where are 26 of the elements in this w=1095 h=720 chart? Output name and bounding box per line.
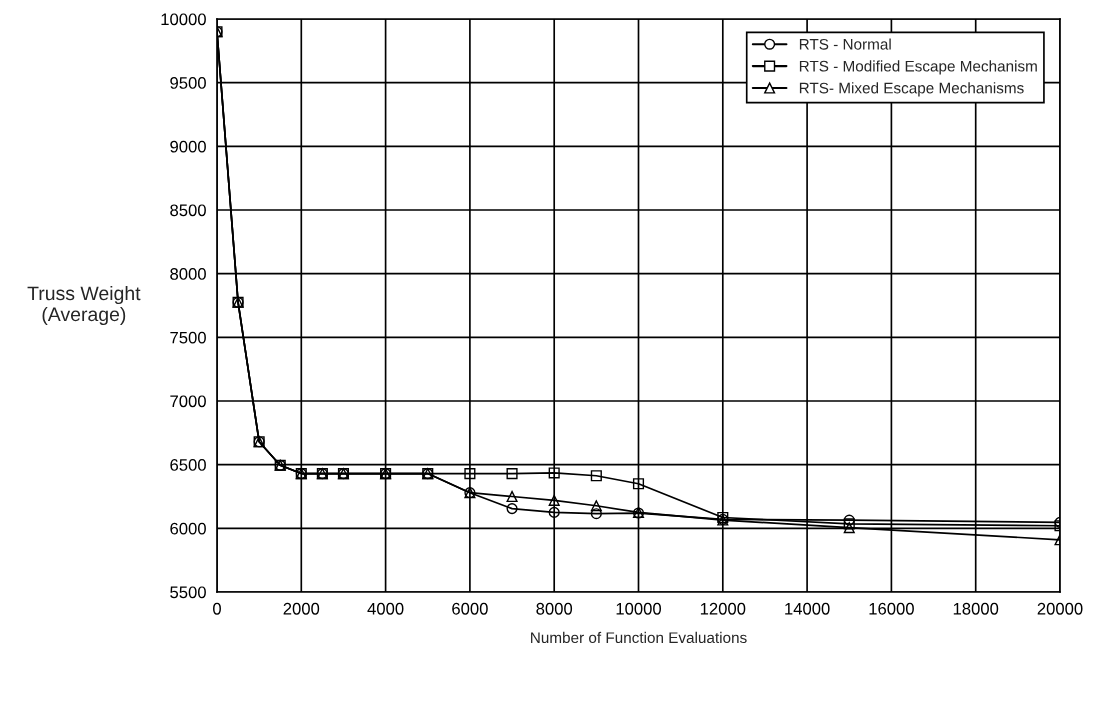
legend-label: RTS- Mixed Escape Mechanisms	[799, 82, 1024, 97]
x-tick-label: 4000	[367, 602, 404, 615]
y-tick-label: 8500	[170, 204, 206, 217]
x-tick-label: 16000	[869, 602, 914, 615]
legend-label: RTS - Modified Escape Mechanism	[799, 60, 1037, 75]
y-tick-label: 8000	[170, 268, 206, 280]
x-tick-label: 18000	[953, 602, 999, 615]
y-tick-label: 10000	[161, 13, 206, 26]
x-tick-label: 12000	[700, 602, 746, 615]
x-tick-label: 8000	[536, 602, 573, 615]
y-axis-title: Truss Weight (Average)	[27, 285, 141, 326]
y-tick-label: 9500	[170, 77, 206, 89]
x-axis-title: Number of Function Evaluations	[531, 631, 747, 644]
y-tick-label: 9000	[170, 140, 206, 153]
x-tick-label: 20000	[1037, 602, 1083, 615]
legend-label: RTS - Normal	[799, 38, 891, 50]
y-tick-label: 6000	[170, 522, 206, 535]
y-tick-label: 7000	[170, 395, 206, 408]
y-tick-label: 6500	[170, 459, 206, 471]
x-tick-label: 10000	[616, 602, 662, 615]
x-tick-label: 0	[213, 602, 221, 615]
x-tick-label: 14000	[785, 602, 830, 615]
y-tick-label: 5500	[170, 586, 206, 599]
y-tick-label: 7500	[170, 331, 206, 344]
x-tick-label: 6000	[452, 602, 488, 615]
x-tick-label: 2000	[283, 602, 320, 615]
